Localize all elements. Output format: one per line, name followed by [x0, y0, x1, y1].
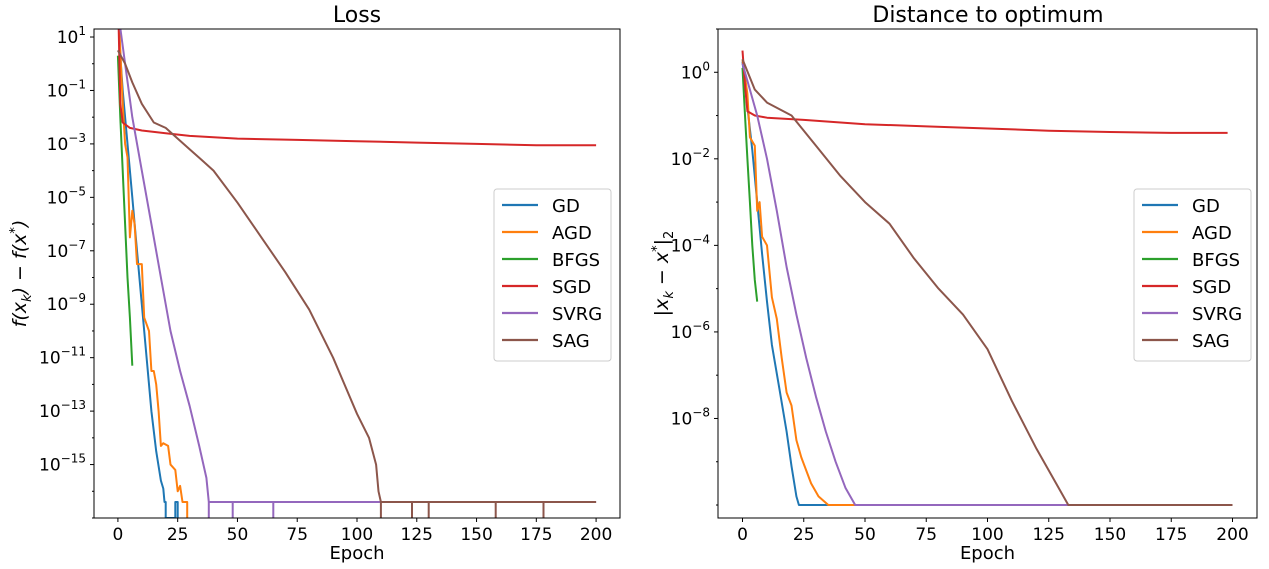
x-axis-label: Epoch — [960, 543, 1015, 564]
plot-area — [116, 29, 597, 518]
x-tick-label: 25 — [793, 525, 815, 545]
x-tick-label: 150 — [1094, 525, 1126, 545]
y-tick-label: 10−15 — [39, 452, 86, 476]
y-tick-label: 10−13 — [39, 398, 86, 422]
legend: GD AGD BFGS SGD SVRG SAG — [493, 188, 612, 362]
x-tick-label: 175 — [1155, 525, 1187, 545]
legend-label-agd: AGD — [552, 223, 592, 244]
series-line-sgd — [741, 50, 1228, 134]
x-tick-label: 0 — [737, 525, 748, 545]
legend-label-sag: SAG — [1192, 331, 1230, 352]
series-line-bfgs — [116, 55, 134, 366]
plot-area — [741, 50, 1233, 506]
x-tick-label: 75 — [286, 525, 308, 545]
y-tick-label: 10−11 — [39, 345, 86, 369]
legend-label-sag: SAG — [552, 331, 590, 352]
legend-label-sgd: SGD — [1192, 277, 1231, 298]
legend-label-agd: AGD — [1192, 223, 1232, 244]
legend-label-gd: GD — [552, 196, 580, 217]
x-tick-label: 200 — [580, 525, 612, 545]
x-tick-label: 0 — [112, 525, 123, 545]
x-tick-label: 150 — [460, 525, 492, 545]
y-tick-label: 10−5 — [47, 184, 86, 208]
series-line-agd — [118, 29, 189, 518]
y-tick-label: 10−8 — [671, 405, 710, 429]
x-tick-label: 200 — [1216, 525, 1248, 545]
x-tick-label: 25 — [167, 525, 189, 545]
x-tick-label: 100 — [971, 525, 1003, 545]
series-line-sag — [741, 58, 1233, 506]
y-tick-label: 10−2 — [671, 146, 710, 170]
legend-label-bfgs: BFGS — [552, 250, 600, 271]
x-tick-label: 75 — [915, 525, 937, 545]
series-line-sag — [117, 49, 597, 518]
legend-label-sgd: SGD — [552, 277, 591, 298]
chart-title: Loss — [333, 3, 381, 28]
y-tick-label: 10−4 — [671, 232, 710, 256]
legend: GD AGD BFGS SGD SVRG SAG — [1133, 188, 1252, 362]
y-tick-label: 10−3 — [47, 131, 86, 155]
series-line-sgd — [117, 29, 597, 147]
y-tick-label: 10−7 — [47, 238, 86, 262]
y-tick-label: 10−1 — [47, 77, 86, 101]
series-line-gd — [741, 61, 1233, 506]
series-line-agd — [741, 59, 1233, 506]
y-tick-label: 100 — [681, 59, 710, 83]
series-line-gd — [118, 29, 179, 518]
x-tick-label: 125 — [401, 525, 433, 545]
chart-title: Distance to optimum — [872, 3, 1103, 28]
series-line-bfgs — [741, 67, 759, 302]
x-tick-label: 100 — [341, 525, 373, 545]
legend-label-svrg: SVRG — [552, 304, 602, 325]
legend-label-svrg: SVRG — [1192, 304, 1242, 325]
y-axis-label: f(xk) − f(x*) — [8, 220, 35, 328]
series-line-svrg — [119, 29, 597, 518]
x-tick-label: 50 — [227, 525, 249, 545]
distance-subplot: 0 25 50 75 100 125 150 175 200 100 10−2 10−4 10−6 10−… — [650, 3, 1258, 564]
y-axis-label: |xk − x*|2 — [650, 231, 677, 317]
y-tick-label: 101 — [57, 24, 86, 48]
legend-label-gd: GD — [1192, 196, 1220, 217]
x-tick-label: 125 — [1033, 525, 1065, 545]
y-tick-label: 10−9 — [47, 291, 86, 315]
legend-label-bfgs: BFGS — [1192, 250, 1240, 271]
x-tick-label: 175 — [520, 525, 552, 545]
series-line-svrg — [741, 63, 1233, 506]
x-tick-label: 50 — [854, 525, 876, 545]
y-tick-label: 10−6 — [671, 319, 710, 343]
loss-subplot: 0 25 50 75 100 125 150 175 200 101 10−1 10−3 10−5 10−… — [8, 3, 621, 564]
x-axis-label: Epoch — [329, 543, 384, 564]
